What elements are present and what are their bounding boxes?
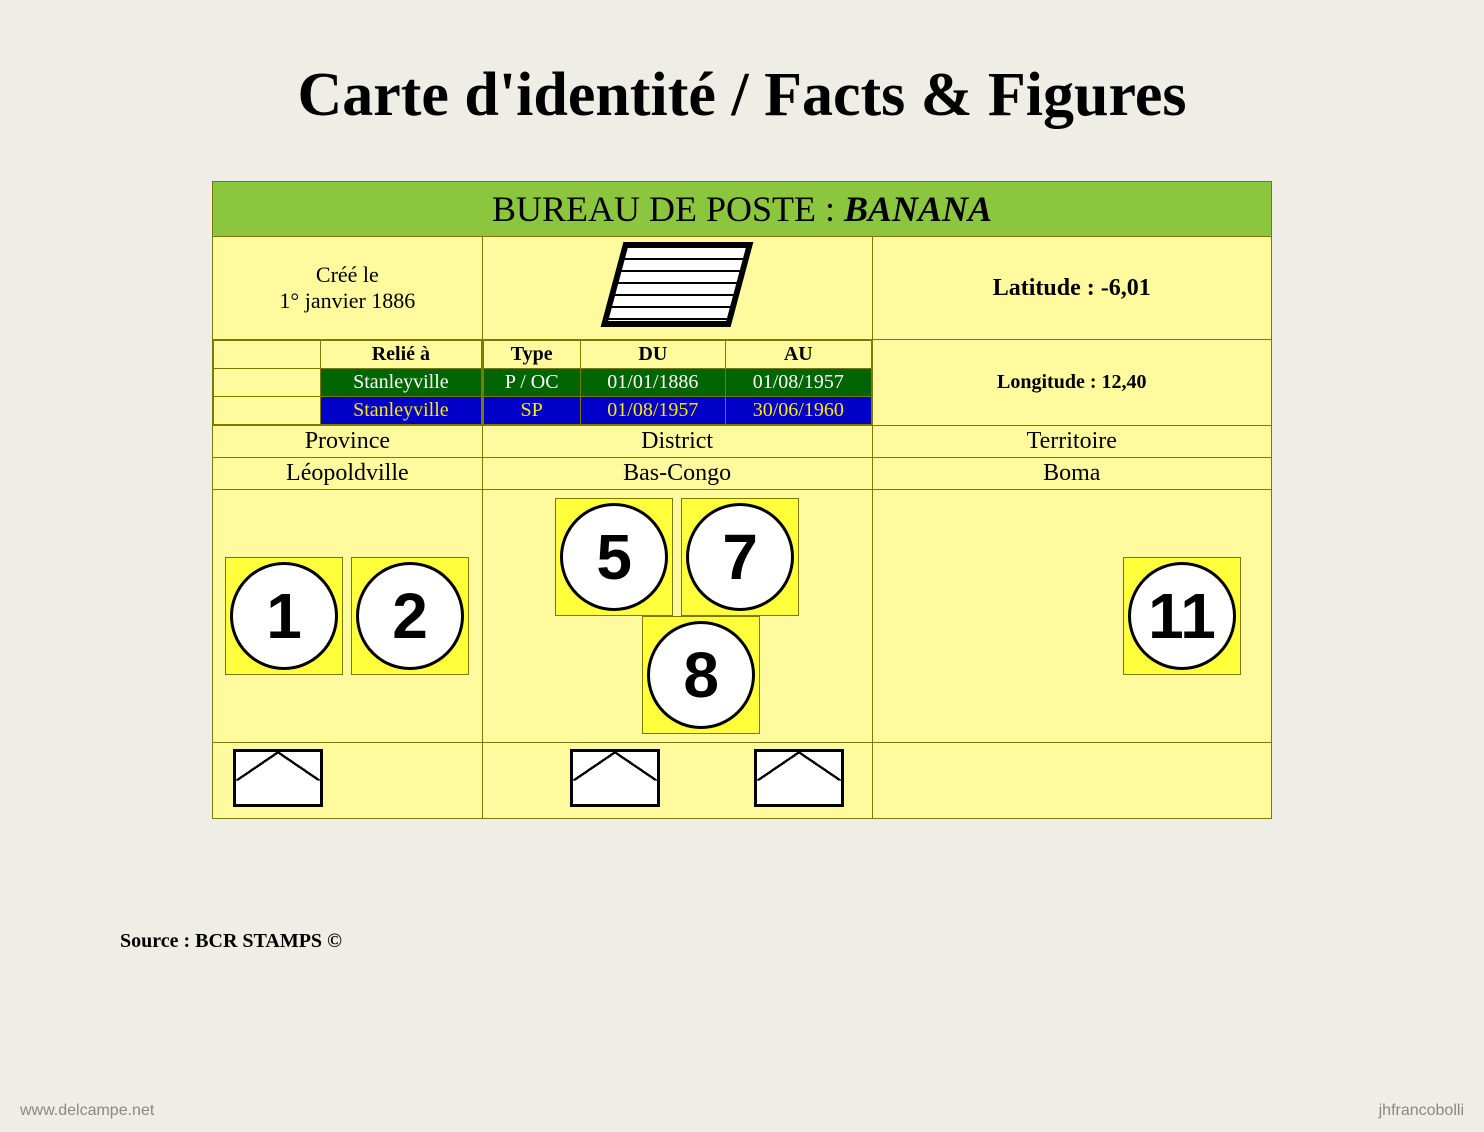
row0-du: 01/01/1886	[580, 369, 725, 397]
stamp-8: 8	[642, 616, 760, 734]
envelope-icon	[233, 749, 323, 807]
page-footer: www.delcampe.net jhfrancobolli	[0, 1102, 1484, 1120]
row1-type: SP	[483, 397, 580, 425]
stamps-right: 11	[872, 490, 1272, 743]
territoire-label: Territoire	[872, 426, 1272, 458]
province-value: Léopoldville	[213, 458, 483, 490]
calendar-cell	[482, 237, 872, 340]
envelope-right-cell	[872, 743, 1272, 819]
stamps-center: 5 7 8	[482, 490, 872, 743]
territoire-value: Boma	[872, 458, 1272, 490]
col-au: AU	[726, 341, 871, 369]
source-text: Source : BCR STAMPS ©	[120, 930, 342, 953]
col-du: DU	[580, 341, 725, 369]
longitude-cell: Longitude : 12,40	[872, 340, 1272, 426]
envelope-center-cell	[482, 743, 872, 819]
footer-right: jhfrancobolli	[1379, 1102, 1464, 1120]
district-label: District	[482, 426, 872, 458]
created-cell: Créé le 1° janvier 1886	[213, 237, 483, 340]
stamp-1: 1	[225, 557, 343, 675]
latitude-cell: Latitude : -6,01	[872, 237, 1272, 340]
col-type: Type	[483, 341, 580, 369]
identity-card-table: BUREAU DE POSTE : BANANA Créé le 1° janv…	[212, 181, 1272, 819]
created-label: Créé le	[213, 262, 482, 288]
district-value: Bas-Congo	[482, 458, 872, 490]
stamps-left: 1 2	[213, 490, 483, 743]
envelope-icon	[570, 749, 660, 807]
city-1: Stanleyville	[321, 397, 482, 425]
province-label: Province	[213, 426, 483, 458]
stamp-5: 5	[555, 498, 673, 616]
row0-au: 01/08/1957	[726, 369, 871, 397]
row1-au: 30/06/1960	[726, 397, 871, 425]
city-0: Stanleyville	[321, 369, 482, 397]
stamp-7: 7	[681, 498, 799, 616]
envelope-left-cell	[213, 743, 483, 819]
row1-du: 01/08/1957	[580, 397, 725, 425]
relie-a-label: Relié à	[321, 341, 482, 369]
relie-cell: Relié à Stanleyville Stanleyville	[213, 340, 483, 426]
bureau-name: BANANA	[844, 189, 992, 229]
stamp-11: 11	[1123, 557, 1241, 675]
created-date: 1° janvier 1886	[213, 288, 482, 314]
linked-dates-cell: Type DU AU P / OC 01/01/1886 01/08/1957 …	[482, 340, 872, 426]
calendar-icon	[601, 242, 754, 327]
bureau-header-cell: BUREAU DE POSTE : BANANA	[213, 182, 1272, 237]
footer-left: www.delcampe.net	[20, 1102, 154, 1120]
page-title: Carte d'identité / Facts & Figures	[0, 0, 1484, 181]
bureau-label: BUREAU DE POSTE :	[492, 189, 844, 229]
envelope-icon	[754, 749, 844, 807]
stamp-2: 2	[351, 557, 469, 675]
row0-type: P / OC	[483, 369, 580, 397]
